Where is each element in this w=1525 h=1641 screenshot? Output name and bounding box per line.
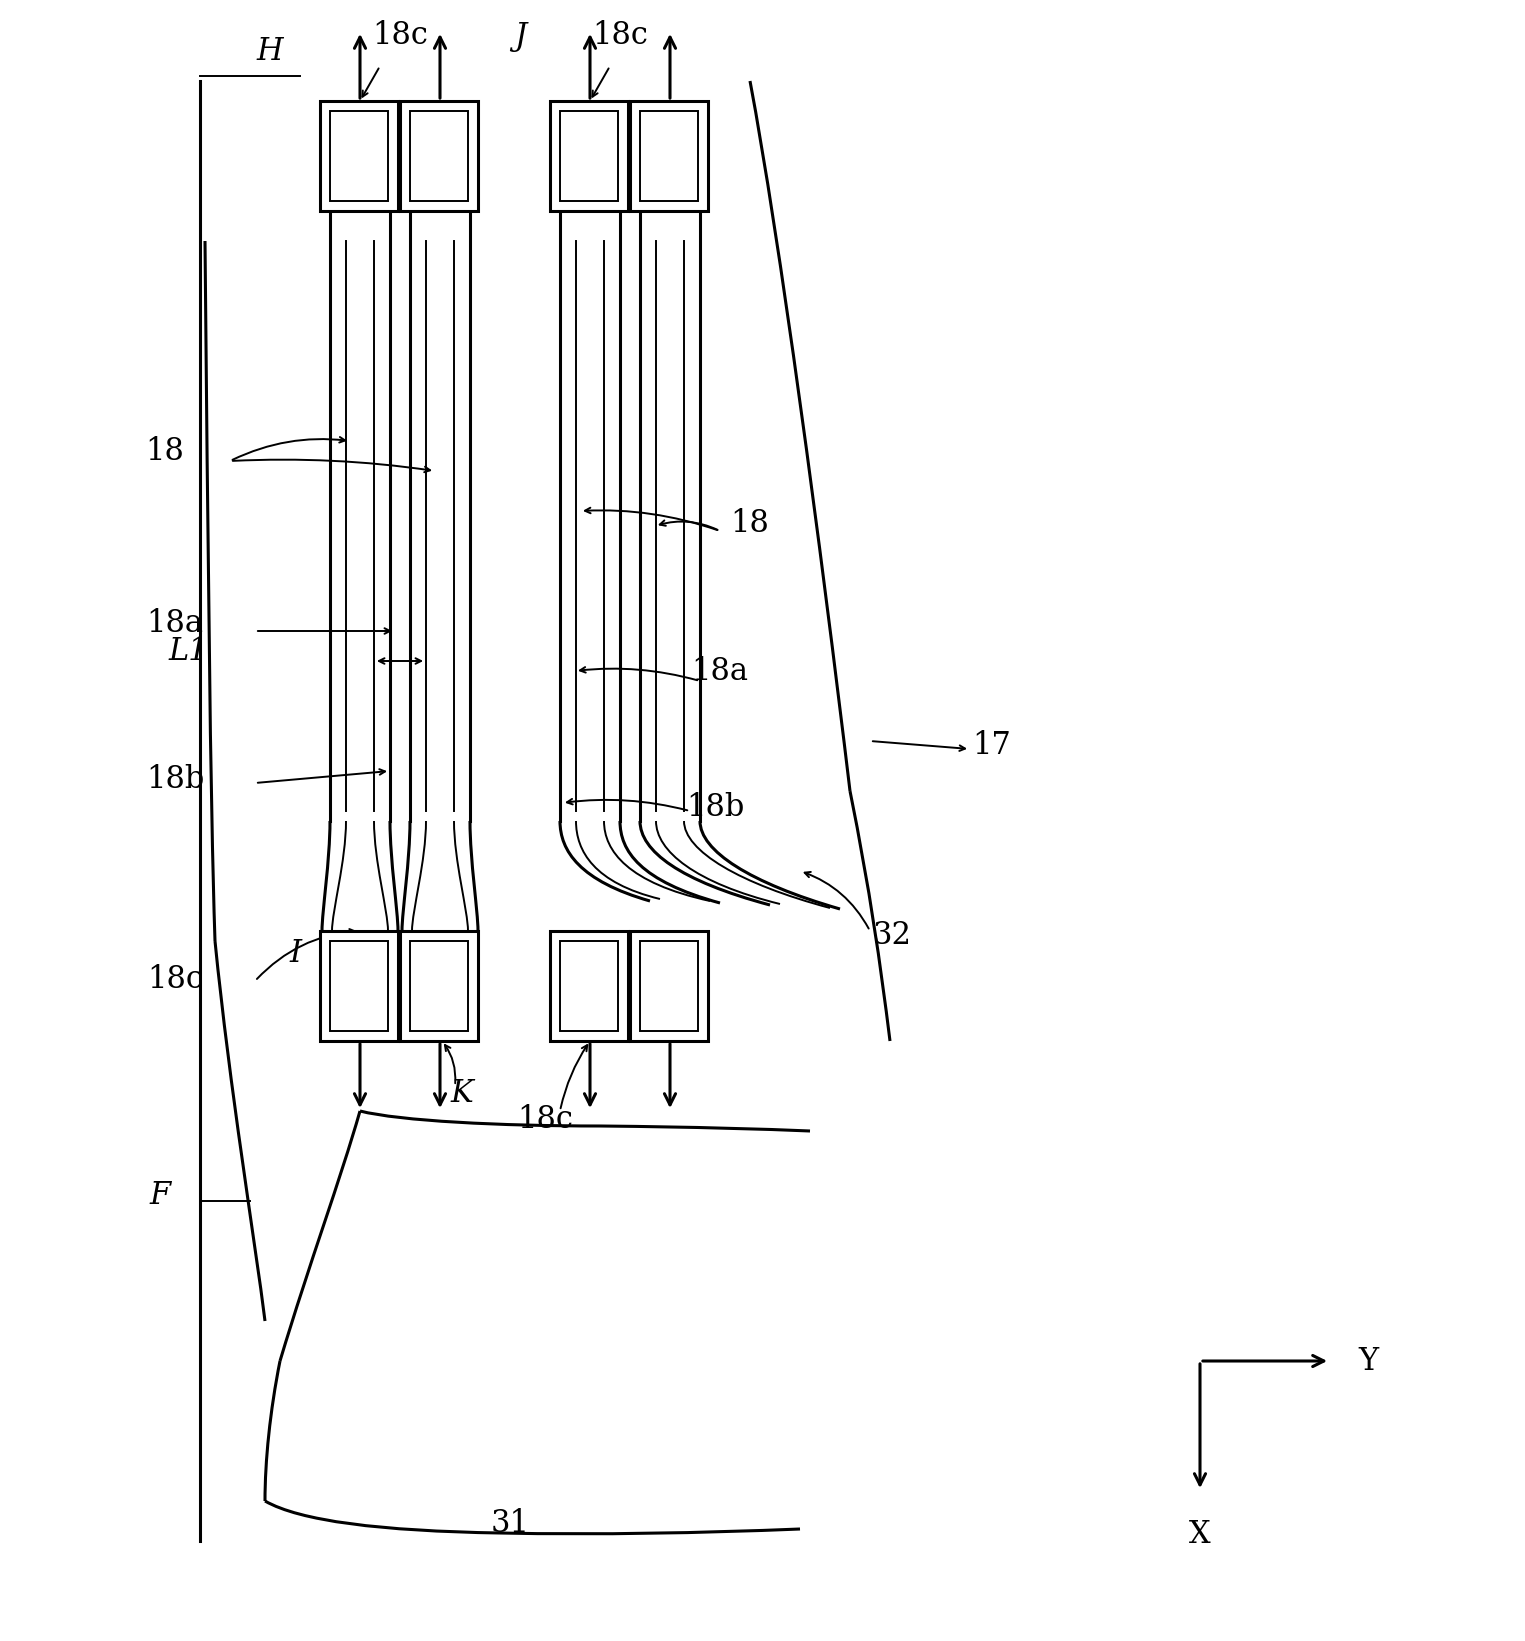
Bar	[320, 102, 398, 212]
Bar	[400, 930, 477, 1040]
Text: 18c: 18c	[592, 20, 648, 51]
Bar	[551, 930, 628, 1040]
Text: 31: 31	[491, 1508, 529, 1539]
Bar	[560, 940, 618, 1031]
Text: 18a: 18a	[146, 607, 203, 638]
Bar	[630, 102, 708, 212]
Text: 32: 32	[872, 919, 912, 950]
Text: 18: 18	[145, 435, 185, 466]
Bar	[630, 930, 708, 1040]
Text: 18b: 18b	[146, 763, 204, 794]
Bar	[560, 112, 618, 200]
Text: F: F	[149, 1180, 171, 1211]
Text: X: X	[1190, 1520, 1211, 1551]
Text: I: I	[290, 937, 300, 968]
Bar	[329, 940, 387, 1031]
Text: 18: 18	[730, 507, 770, 538]
Bar	[329, 112, 387, 200]
Bar	[410, 112, 468, 200]
Text: L1: L1	[168, 635, 207, 666]
Bar	[410, 940, 468, 1031]
Text: J: J	[514, 20, 526, 51]
Text: 18c: 18c	[146, 963, 203, 994]
Text: Y: Y	[1357, 1346, 1379, 1377]
Text: 18b: 18b	[686, 791, 744, 822]
Text: 18c: 18c	[517, 1103, 573, 1134]
Text: H: H	[256, 36, 284, 67]
Bar	[320, 930, 398, 1040]
Text: K: K	[450, 1078, 473, 1109]
Bar	[640, 940, 698, 1031]
Text: 17: 17	[973, 730, 1011, 760]
Bar	[400, 102, 477, 212]
Text: 18c: 18c	[372, 20, 429, 51]
Text: 18a: 18a	[691, 655, 749, 686]
Bar	[551, 102, 628, 212]
Bar	[640, 112, 698, 200]
